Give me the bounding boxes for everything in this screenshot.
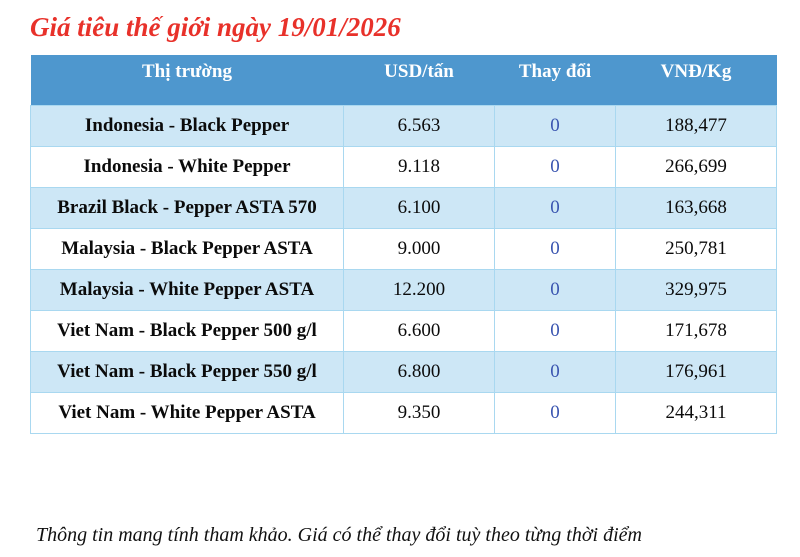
column-header-change: Thay đổi (494, 55, 616, 106)
cell-vnd: 188,477 (615, 105, 777, 147)
table-header: Thị trường USD/tấn Thay đổi VNĐ/Kg (30, 55, 777, 106)
table-row: Viet Nam - White Pepper ASTA 9.350 0 244… (30, 392, 777, 434)
cell-change: 0 (494, 392, 616, 434)
cell-change: 0 (494, 187, 616, 229)
table-row: Viet Nam - Black Pepper 550 g/l 6.800 0 … (30, 351, 777, 393)
table-row: Malaysia - White Pepper ASTA 12.200 0 32… (30, 269, 777, 311)
cell-change: 0 (494, 269, 616, 311)
table-row: Brazil Black - Pepper ASTA 570 6.100 0 1… (30, 187, 777, 229)
cell-usd: 12.200 (343, 269, 495, 311)
cell-usd: 6.600 (343, 310, 495, 352)
cell-vnd: 266,699 (615, 146, 777, 188)
cell-change: 0 (494, 146, 616, 188)
cell-market: Viet Nam - White Pepper ASTA (30, 392, 344, 434)
cell-market: Indonesia - White Pepper (30, 146, 344, 188)
cell-change: 0 (494, 228, 616, 270)
cell-usd: 9.350 (343, 392, 495, 434)
pepper-price-table: Thị trường USD/tấn Thay đổi VNĐ/Kg Indon… (30, 55, 777, 434)
cell-market: Viet Nam - Black Pepper 550 g/l (30, 351, 344, 393)
cell-vnd: 244,311 (615, 392, 777, 434)
cell-vnd: 163,668 (615, 187, 777, 229)
column-header-market: Thị trường (30, 55, 344, 106)
cell-market: Malaysia - White Pepper ASTA (30, 269, 344, 311)
table-row: Indonesia - Black Pepper 6.563 0 188,477 (30, 105, 777, 147)
cell-vnd: 329,975 (615, 269, 777, 311)
column-header-usd: USD/tấn (343, 55, 495, 106)
disclaimer-note: Thông tin mang tính tham khảo. Giá có th… (36, 524, 642, 546)
cell-change: 0 (494, 105, 616, 147)
cell-market: Malaysia - Black Pepper ASTA (30, 228, 344, 270)
cell-usd: 9.000 (343, 228, 495, 270)
cell-usd: 6.100 (343, 187, 495, 229)
cell-market: Indonesia - Black Pepper (30, 105, 344, 147)
table-body: Indonesia - Black Pepper 6.563 0 188,477… (30, 105, 777, 434)
cell-usd: 6.563 (343, 105, 495, 147)
cell-vnd: 171,678 (615, 310, 777, 352)
cell-vnd: 176,961 (615, 351, 777, 393)
table-header-row: Thị trường USD/tấn Thay đổi VNĐ/Kg (30, 55, 777, 106)
cell-change: 0 (494, 310, 616, 352)
cell-change: 0 (494, 351, 616, 393)
cell-market: Viet Nam - Black Pepper 500 g/l (30, 310, 344, 352)
cell-usd: 9.118 (343, 146, 495, 188)
page-title: Giá tiêu thế giới ngày 19/01/2026 (30, 12, 401, 42)
table-row: Viet Nam - Black Pepper 500 g/l 6.600 0 … (30, 310, 777, 352)
table-row: Malaysia - Black Pepper ASTA 9.000 0 250… (30, 228, 777, 270)
cell-usd: 6.800 (343, 351, 495, 393)
column-header-vnd: VNĐ/Kg (615, 55, 777, 106)
table-row: Indonesia - White Pepper 9.118 0 266,699 (30, 146, 777, 188)
cell-market: Brazil Black - Pepper ASTA 570 (30, 187, 344, 229)
cell-vnd: 250,781 (615, 228, 777, 270)
